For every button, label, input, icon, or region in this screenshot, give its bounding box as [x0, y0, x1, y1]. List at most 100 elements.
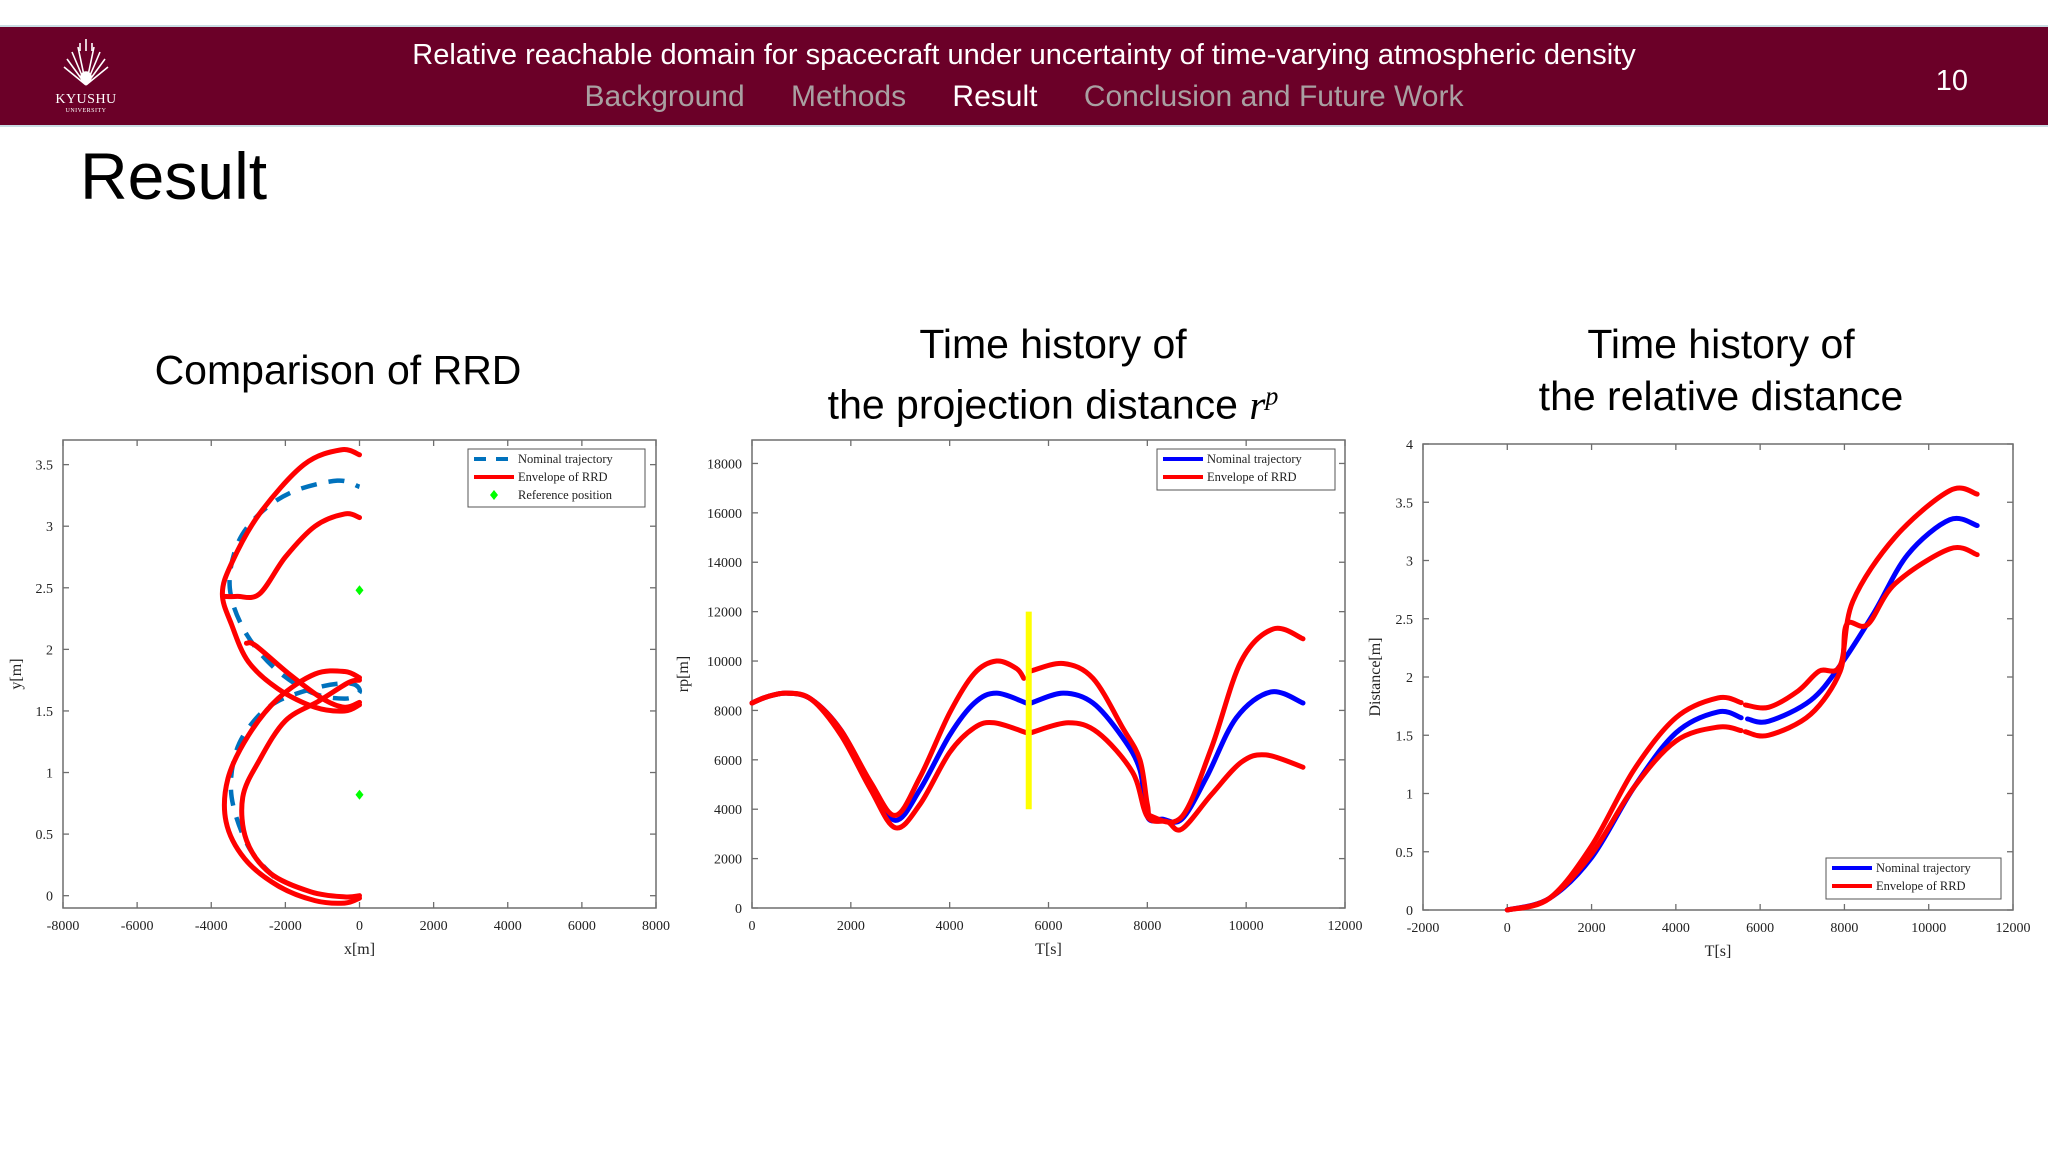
legend-marker	[490, 490, 498, 500]
legend-label: Envelope of RRD	[1876, 879, 1966, 893]
x-tick-label: 2000	[1578, 921, 1606, 936]
y-tick-label: 18000	[707, 457, 742, 472]
legend: Nominal trajectory Envelope of RRD	[1825, 857, 2002, 900]
series-envelope-of-rrd	[749, 625, 1306, 833]
x-tick-label: 6000	[568, 919, 596, 934]
legend-label: Reference position	[518, 488, 613, 502]
x-tick-label: 8000	[1133, 919, 1161, 934]
x-tick-label: -4000	[195, 919, 228, 934]
x-tick-label: 6000	[1746, 921, 1774, 936]
chart-title-line: the relative distance	[1538, 373, 1904, 419]
nav-result[interactable]: Result	[952, 80, 1038, 113]
section-nav: Background Methods Result Conclusion and…	[0, 80, 2048, 114]
chart-title-rrd: Comparison of RRD	[18, 344, 658, 396]
y-tick-label: 0.5	[36, 828, 54, 843]
y-tick-label: 6000	[714, 754, 742, 769]
y-tick-label: 3	[1406, 555, 1413, 570]
chart-1: -8000 -6000 -4000 -2000 0 2000 4000 6000 8000 0 0.…	[8, 439, 670, 958]
y-tick-label: 4000	[714, 803, 742, 818]
series-line	[221, 511, 362, 601]
y-axis-label: Distance[m]	[1367, 637, 1384, 716]
series-line	[219, 447, 362, 714]
chart-title-line: the projection distance rp	[733, 370, 1373, 431]
x-axis-label: T[s]	[1705, 943, 1732, 960]
x-tick-label: 0	[749, 919, 756, 934]
university-crest-icon	[63, 39, 109, 86]
page-number: 10	[1935, 65, 1968, 97]
chart-title-distance: Time history of the relative distance	[1401, 318, 2041, 422]
x-tick-label: -2000	[1407, 921, 1440, 936]
plot-frame	[62, 439, 657, 909]
x-tick-label: -2000	[269, 919, 302, 934]
y-tick-label: 2.5	[36, 582, 54, 597]
plot-frame	[1422, 443, 2014, 911]
plot-frame	[751, 439, 1346, 909]
y-tick-label: 0	[735, 902, 742, 917]
rp-symbol: rp	[1249, 381, 1278, 428]
legend-label: Nominal trajectory	[1207, 452, 1303, 466]
nav-conclusion[interactable]: Conclusion and Future Work	[1083, 80, 1464, 113]
legend-label: Nominal trajectory	[1876, 861, 1972, 875]
university-logo: KYUSHU UNIVERSITY	[50, 37, 122, 123]
series-line	[1504, 724, 1744, 913]
series-line	[221, 668, 362, 906]
y-tick-label: 0.5	[1396, 846, 1414, 861]
y-tick-label: 0	[1406, 904, 1413, 919]
y-axis-label: rp[m]	[675, 656, 692, 692]
y-tick-label: 0	[46, 890, 53, 905]
chart-title-projection: Time history of the projection distance …	[733, 318, 1373, 431]
r-symbol: r	[1249, 381, 1266, 428]
y-tick-label: 1.5	[1396, 729, 1414, 744]
y-tick-label: 1.5	[36, 705, 54, 720]
y-tick-label: 16000	[707, 507, 742, 522]
y-tick-label: 8000	[714, 704, 742, 719]
y-tick-label: 3.5	[36, 459, 54, 474]
y-tick-label: 1	[46, 767, 53, 782]
series-line	[243, 640, 362, 710]
x-tick-label: 0	[1504, 921, 1511, 936]
y-tick-label: 2	[46, 643, 53, 658]
chart-3: -2000 0 2000 4000 6000 8000 10000 12000 0 0.5 1 1.5…	[1367, 438, 2031, 960]
slide-title: Result	[80, 139, 268, 213]
reference-marker	[355, 789, 364, 800]
x-tick-label: 4000	[494, 919, 522, 934]
series-line	[239, 677, 362, 900]
series-reference-position	[355, 585, 364, 800]
series-line	[749, 690, 1029, 831]
x-tick-label: 4000	[1662, 921, 1690, 936]
nav-background[interactable]: Background	[584, 80, 745, 113]
y-tick-label: 12000	[707, 606, 742, 621]
y-tick-label: 4	[1406, 438, 1413, 453]
y-axis-label: y[m]	[8, 658, 25, 689]
y-tick-label: 10000	[707, 655, 742, 670]
x-tick-label: -6000	[121, 919, 154, 934]
x-axis-label: x[m]	[344, 941, 375, 958]
legend: Nominal trajectory Envelope of RRD	[1156, 448, 1336, 491]
chart-title-line: Comparison of RRD	[154, 347, 522, 393]
y-tick-label: 3	[46, 520, 53, 535]
x-tick-label: 12000	[1328, 919, 1363, 934]
y-tick-label: 1	[1406, 788, 1413, 803]
x-tick-label: -8000	[47, 919, 80, 934]
y-tick-label: 3.5	[1396, 496, 1414, 511]
presentation-title: Relative reachable domain for spacecraft…	[412, 39, 1636, 71]
chart-title-text: the projection distance	[827, 381, 1238, 428]
chart-title-line: Time history of	[1587, 321, 1855, 367]
legend-box	[1156, 448, 1336, 491]
legend-label: Envelope of RRD	[1207, 470, 1297, 484]
x-tick-label: 0	[356, 919, 363, 934]
legend-box	[1825, 857, 2002, 900]
legend-label: Envelope of RRD	[518, 470, 608, 484]
legend-label: Nominal trajectory	[518, 452, 614, 466]
x-tick-label: 8000	[642, 919, 670, 934]
x-tick-label: 8000	[1830, 921, 1858, 936]
nav-methods[interactable]: Methods	[791, 80, 907, 113]
slide-header: KYUSHU UNIVERSITY Relative reachable dom…	[0, 25, 2048, 127]
x-axis-label: T[s]	[1035, 941, 1062, 958]
x-tick-label: 6000	[1035, 919, 1063, 934]
chart-title-line: Time history of	[919, 321, 1187, 367]
y-tick-label: 2.5	[1396, 613, 1414, 628]
series-envelope-of-rrd	[219, 447, 362, 906]
y-tick-label: 2000	[714, 853, 742, 868]
